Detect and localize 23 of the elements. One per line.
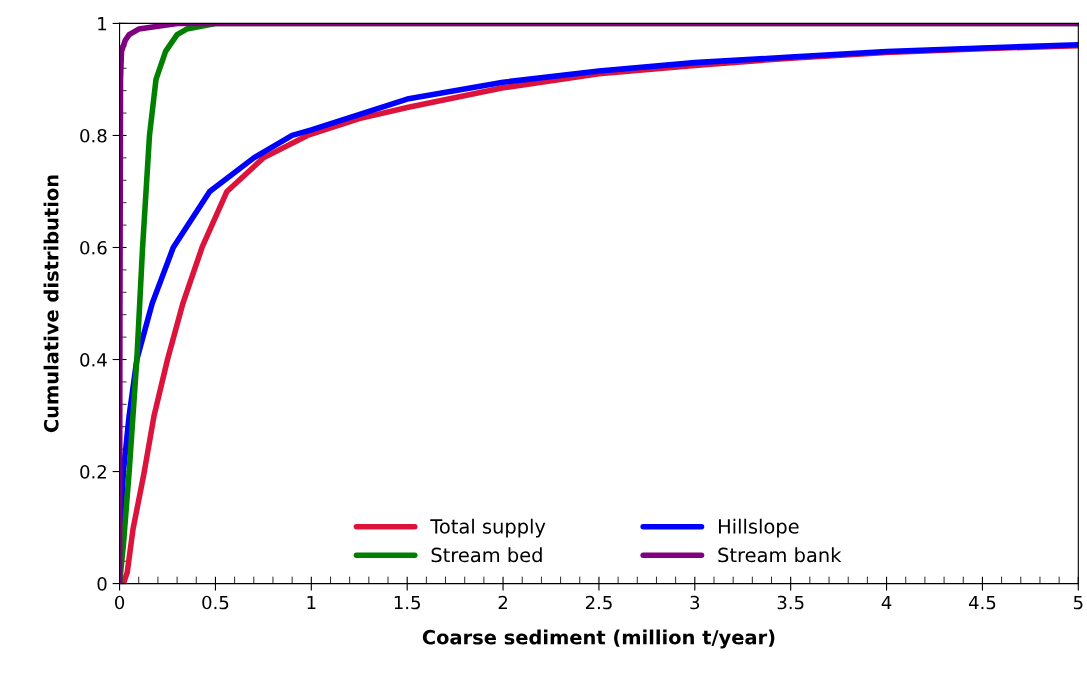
- x-tick-label: 1.5: [394, 595, 420, 610]
- x-tick-label: 1: [307, 595, 316, 610]
- x-tick-label: 3.5: [777, 595, 804, 610]
- x-tick-label: 2: [498, 595, 507, 610]
- y-tick-label: 1: [98, 17, 107, 31]
- x-tick-label: 0: [115, 595, 125, 610]
- legend-label: Stream bed: [431, 547, 542, 563]
- y-tick-label: 0.6: [80, 240, 107, 255]
- legend-label: Total supply: [430, 518, 546, 538]
- x-tick-label: 3: [690, 595, 700, 610]
- x-tick-label: 0.5: [202, 595, 229, 610]
- x-tick-label: 5: [1073, 595, 1083, 610]
- x-tick-label: 2.5: [585, 595, 612, 610]
- y-axis-title: Cumulative distribution: [43, 175, 59, 433]
- y-tick-label: 0.8: [80, 128, 107, 143]
- y-tick-label: 0: [97, 577, 107, 591]
- y-tick-label: 0.4: [80, 352, 107, 367]
- x-tick-label: 4.5: [968, 595, 996, 610]
- x-tick-label: 4: [881, 595, 892, 610]
- legend-label: Stream bank: [718, 547, 842, 563]
- legend-label: Hillslope: [718, 518, 799, 538]
- x-axis-title: Coarse sediment (million t/year): [422, 629, 775, 649]
- y-tick-label: 0.2: [80, 465, 106, 479]
